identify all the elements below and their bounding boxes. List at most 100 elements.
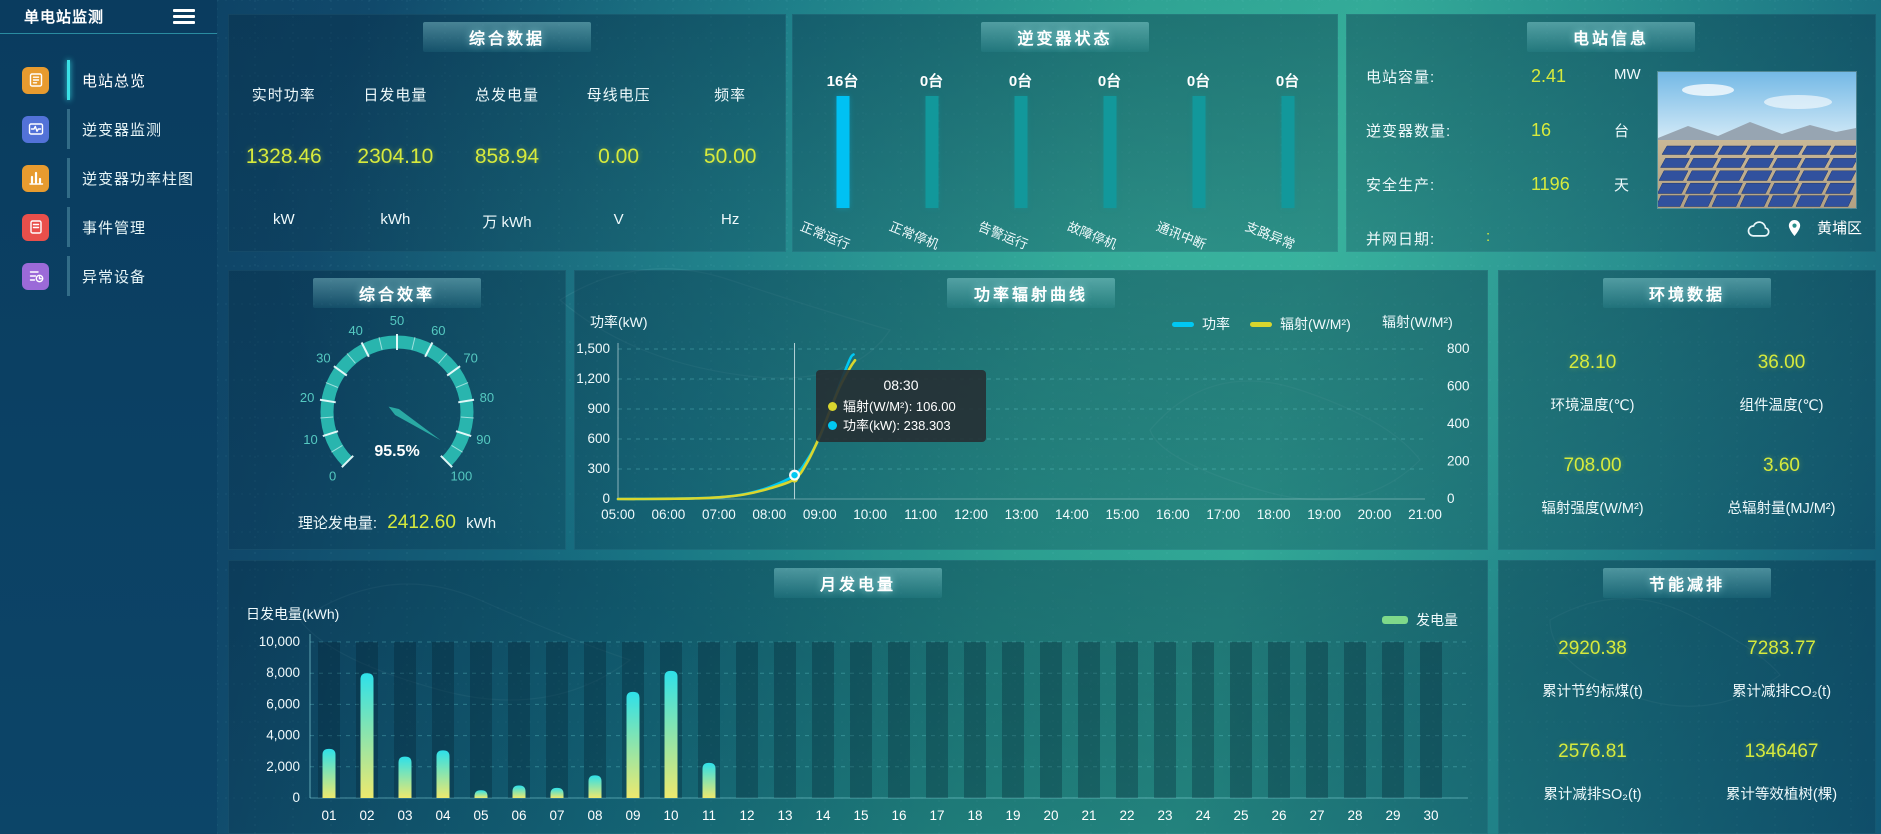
svg-text:30: 30 [316,351,330,366]
theoretical-value: 2412.60 [387,512,456,533]
inverter-power-bar-icon [22,164,49,192]
svg-text:04: 04 [435,808,451,823]
app-title: 单电站监测 [24,9,105,26]
svg-text:11: 11 [702,808,716,823]
info-unit: 天 [1614,177,1630,194]
svg-text:21: 21 [1081,808,1096,823]
svg-text:22: 22 [1119,808,1134,823]
active-indicator [67,256,70,296]
svg-text:21:00: 21:00 [1408,507,1442,522]
tooltip-row: 辐射(W/M²): 106.00 [828,397,974,416]
svg-text:1,200: 1,200 [576,371,610,386]
cell-label: 环境温度(℃) [1550,398,1635,414]
metric-1: 实时功率 1328.46 kW [228,58,340,252]
status-bar [1192,96,1205,208]
generation-bar [398,756,412,798]
sidebar-header: 单电站监测 [0,0,217,34]
generation-bar [702,762,716,798]
info-label: 电站容量: [1366,69,1436,86]
energy_saving-cell-3: 2576.81 累计减排SO₂(t) [1498,719,1687,822]
panel-title: 功率辐射曲线 [947,278,1115,308]
inverter-status-col-4: 0台 故障停机 [1065,58,1154,252]
svg-text:18: 18 [967,808,982,823]
bar-shadow [1154,642,1176,798]
status-bar [925,96,938,208]
svg-text:900: 900 [587,401,610,416]
tooltip-row-text: 辐射(W/M²): 106.00 [843,399,956,414]
status-label: 正常运行 [797,218,852,253]
station-footer: 黄埔区 [1746,217,1862,238]
metric-label: 总发电量 [474,87,539,104]
inverter-monitor-icon [22,115,49,143]
legend-power[interactable]: 功率 [1172,314,1230,334]
bar-shadow [584,642,606,798]
generation-bar [360,673,374,798]
sidebar-item-label: 逆变器功率柱图 [82,170,195,188]
inverter-status-chart[interactable]: 16台 正常运行 0台 正常停机 0台 告警运行 0台 故障停机 0台 通讯中断 0台 支路异常 [798,58,1332,252]
svg-text:19:00: 19:00 [1307,507,1341,522]
generation-bar [550,787,564,798]
status-bar [1014,96,1027,208]
power-radiation-panel: 功率辐射曲线 功率(kW) 辐射(W/M²) 功率 辐射(W/M²) 0 300 6… [574,270,1488,550]
bar-shadow [774,642,796,798]
sidebar-item-4[interactable]: 事件管理 [0,205,217,249]
metric-value: 2304.10 [357,145,434,168]
cell-value: 3.60 [1763,455,1800,476]
generation-bar [664,670,678,798]
power-radiation-line-chart[interactable]: 0 300 600 900 1,200 1,500 0 200 400 600 800 05:00 06… [574,270,1488,550]
energy-saving-grid: 2920.38 累计节约标煤(t) 7283.77 累计减排CO₂(t) 2576.81… [1498,616,1876,822]
bar-shadow [470,642,492,798]
svg-text:80: 80 [480,390,494,405]
metric-unit: V [613,211,624,228]
location-pin-icon[interactable] [1786,218,1803,238]
info-value: 2.41 [1531,66,1567,86]
summary-metrics: 实时功率 1328.46 kW 日发电量 2304.10 kWh 总发电量 858.94 万 k… [228,58,786,252]
sidebar-item-label: 事件管理 [82,219,147,237]
bar-shadow [1078,642,1100,798]
inverter-status-col-6: 0台 支路异常 [1243,58,1332,252]
cell-label: 累计等效植树(棵) [1725,787,1838,803]
bar-shadow [1116,642,1138,798]
svg-text:600: 600 [1447,379,1470,394]
bar-shadow [736,642,758,798]
station-info-row-4: 并网日期: : [1366,228,1666,252]
bar-shadow [1192,642,1214,798]
sidebar: 单电站监测 电站总览逆变器监测逆变器功率柱图 事件管理异常设备 [0,0,217,834]
svg-text:10,000: 10,000 [259,634,300,649]
sidebar-item-1[interactable]: 电站总览 [0,58,217,102]
sidebar-item-2[interactable]: 逆变器监测 [0,107,217,151]
svg-text:10: 10 [303,432,317,447]
generation-bar [322,748,336,798]
cell-value: 708.00 [1563,455,1622,476]
metric-value: 50.00 [703,145,757,168]
metric-label: 实时功率 [251,87,316,104]
bar-shadow [926,642,948,798]
svg-text:0: 0 [292,790,300,805]
sidebar-item-3[interactable]: 逆变器功率柱图 [0,156,217,200]
metric-value: 0.00 [598,145,640,168]
legend-generation[interactable]: 发电量 [1382,610,1458,630]
svg-text:07:00: 07:00 [702,507,736,522]
svg-text:08:00: 08:00 [752,507,786,522]
sidebar-item-label: 电站总览 [82,72,147,90]
svg-text:03: 03 [397,808,412,823]
metric-unit: 万 kWh [482,214,532,231]
svg-text:15: 15 [853,808,868,823]
efficiency-gauge-chart[interactable]: 0 10 20 30 40 50 60 70 80 90 100 95.5% [247,306,547,498]
environment-panel: 环境数据 28.10 环境温度(℃) 36.00 组件温度(℃) 708.00 辐射强度(… [1498,270,1876,550]
generation-bar [512,785,526,798]
svg-text:09:00: 09:00 [803,507,837,522]
monthly-generation-panel: 月发电量 日发电量(kWh) 发电量 0 2,000 4,000 6,000 8,000… [228,560,1488,834]
inverter-status-panel: 逆变器状态 16台 正常运行 0台 正常停机 0台 告警运行 0台 故障停机 0台 通讯中断 0台支… [792,14,1338,252]
hamburger-menu-icon[interactable] [173,6,195,28]
inverter-status-col-5: 0台 通讯中断 [1154,58,1243,252]
legend-radiation[interactable]: 辐射(W/M²) [1250,314,1351,334]
monthly-generation-bar-chart[interactable]: 0 2,000 4,000 6,000 8,000 10,000 01 02 03 04 05 06 0… [228,560,1488,834]
weather-cloud-icon[interactable] [1746,218,1772,238]
sidebar-item-5[interactable]: 异常设备 [0,254,217,298]
svg-text:14:00: 14:00 [1055,507,1089,522]
event-manage-icon [22,213,49,241]
bar-shadow [698,642,720,798]
svg-text:20:00: 20:00 [1358,507,1392,522]
